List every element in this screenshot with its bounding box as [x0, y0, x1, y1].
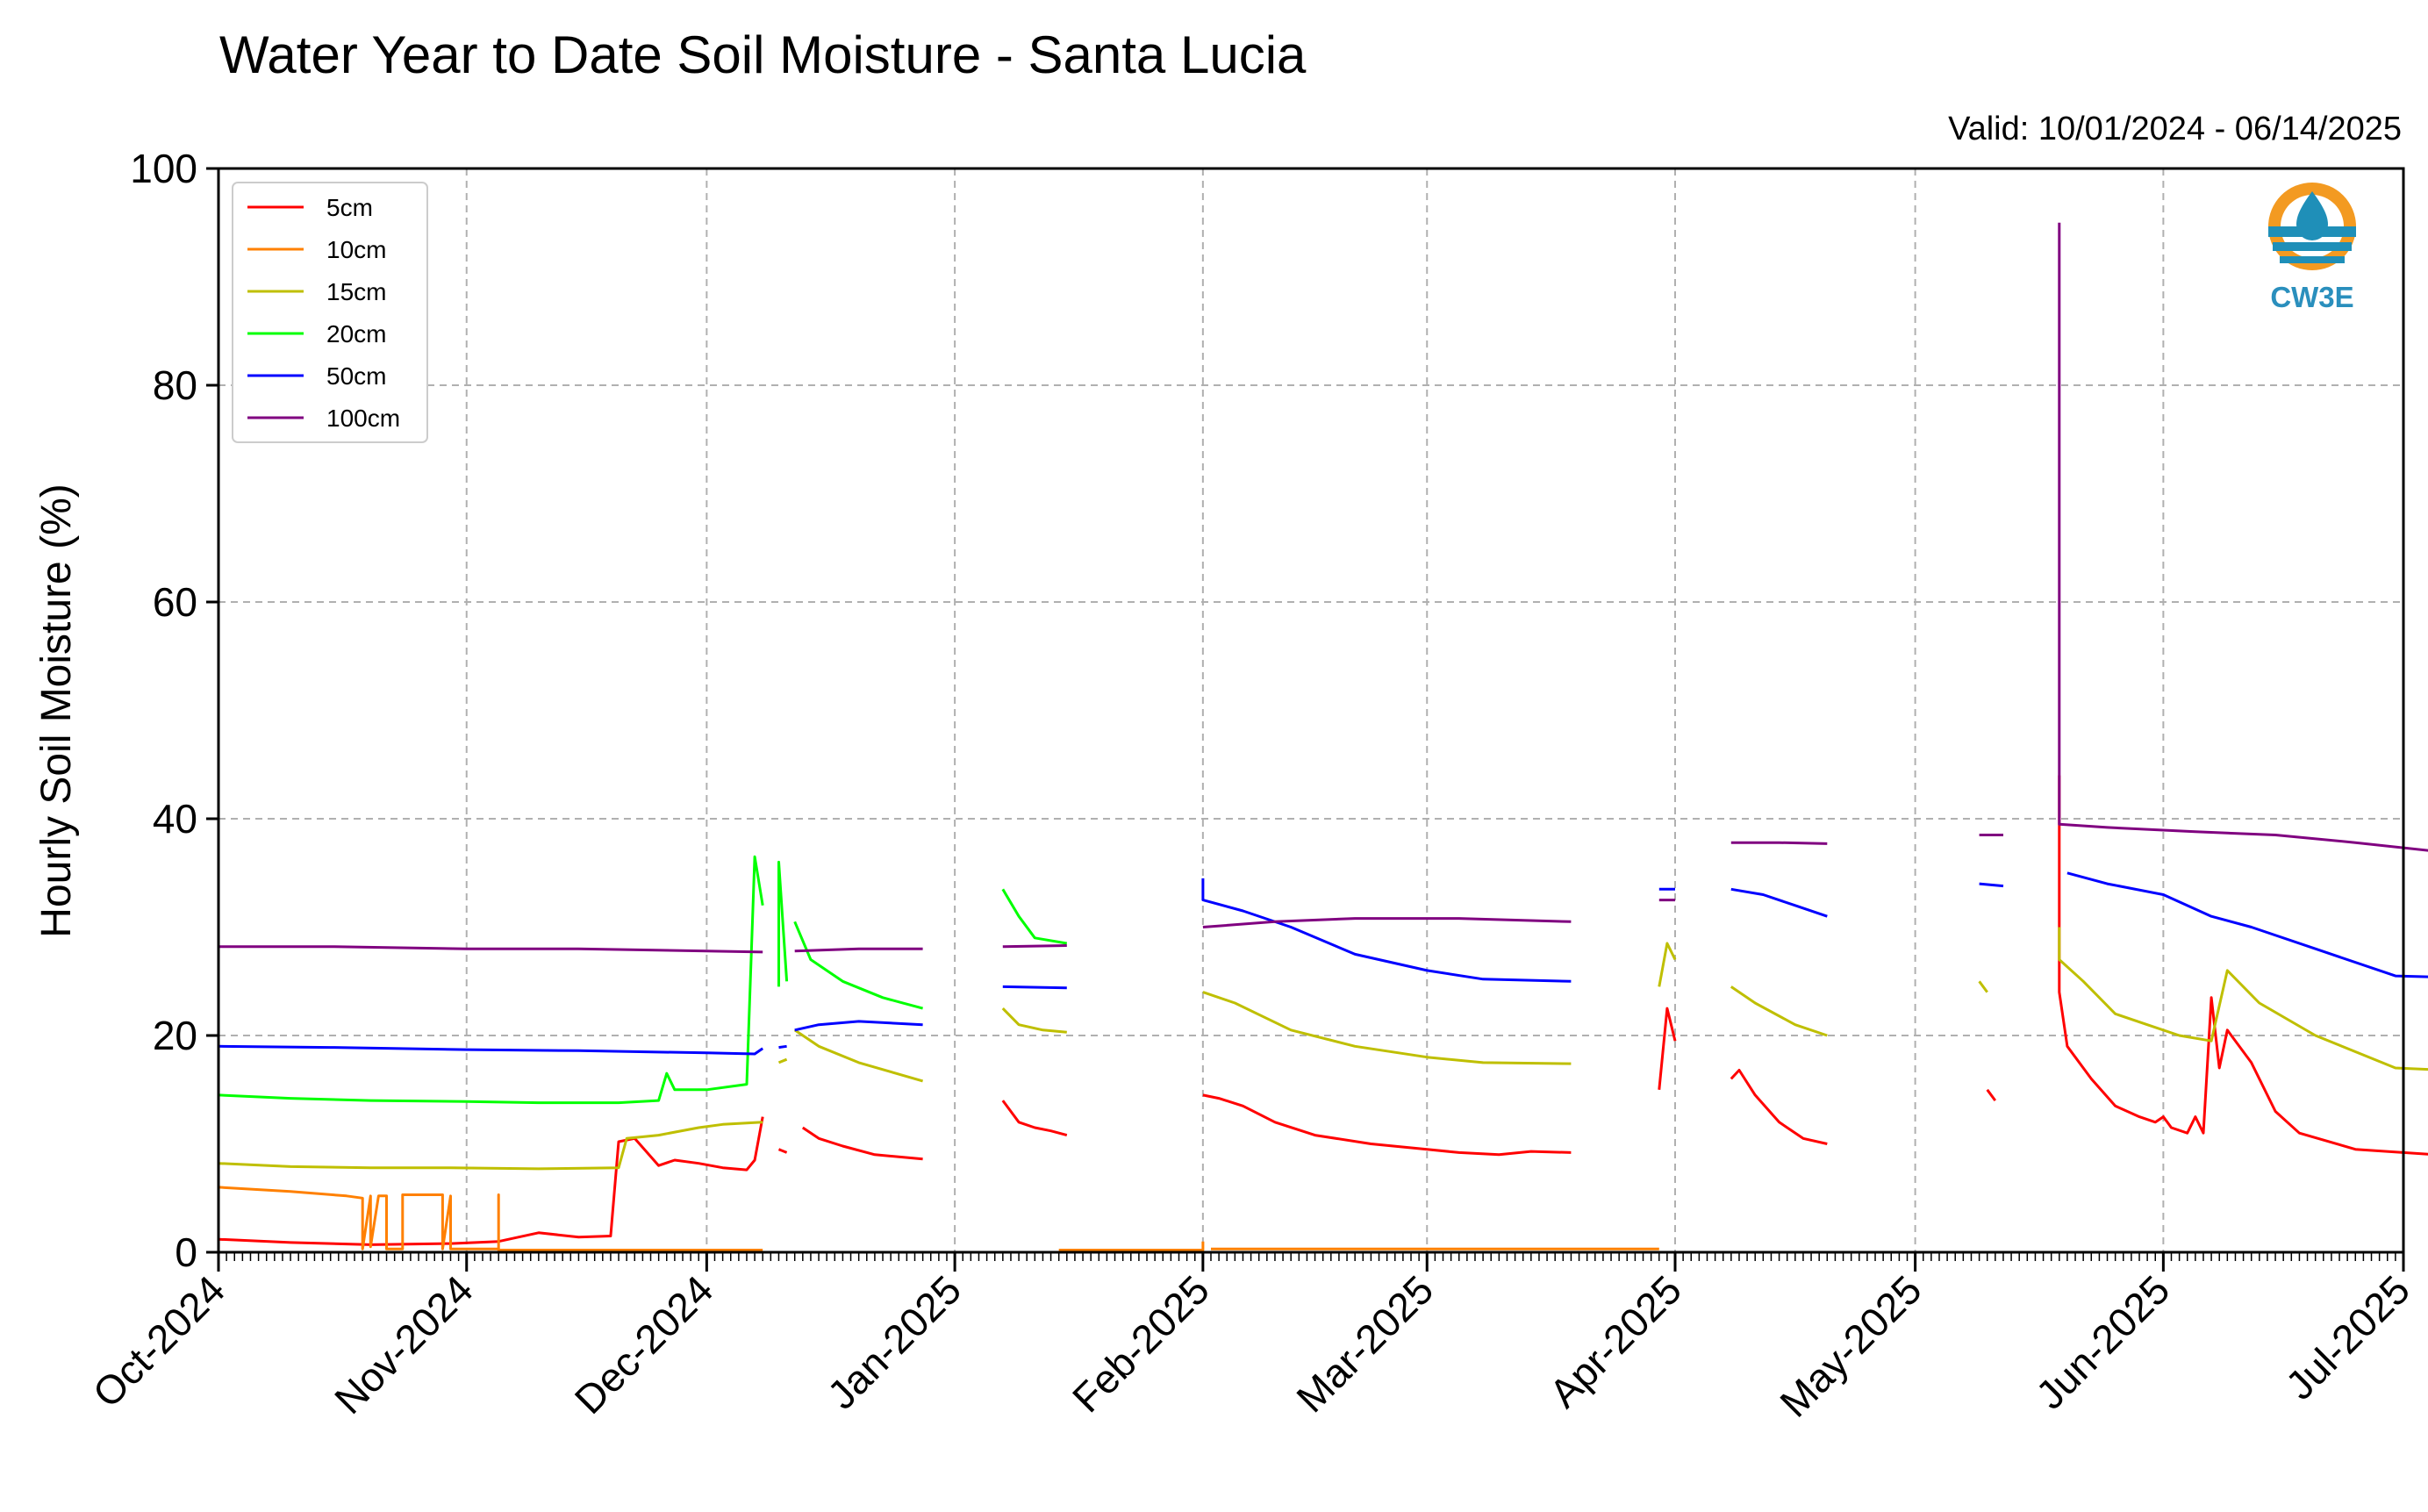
series-line-15cm	[1001, 1007, 1067, 1034]
x-tick-label: Jul-2025	[2277, 1266, 2419, 1408]
series-layer	[218, 222, 2428, 1251]
series-line-50cm	[794, 1020, 923, 1032]
axes-frame	[217, 167, 2405, 1254]
series-line-10cm	[1058, 1241, 1205, 1251]
x-tick-label: Jun-2025	[2027, 1266, 2178, 1417]
series-line-20cm	[1001, 888, 1068, 945]
series-line-15cm	[793, 1028, 924, 1083]
series-line-5cm	[2058, 775, 2428, 1156]
legend-label-100cm: 100cm	[326, 405, 400, 432]
logo-wave-icon-2	[2273, 242, 2352, 251]
series-line-50cm	[218, 1044, 764, 1056]
series-line-100cm	[218, 945, 763, 954]
series-line-5cm	[1658, 1007, 1677, 1090]
series-line-5cm	[1730, 1069, 1828, 1145]
series-100cm	[218, 222, 2428, 954]
logo-drop-icon	[2296, 191, 2328, 240]
y-tick-label: 0	[175, 1229, 197, 1275]
series-line-15cm	[1730, 985, 1828, 1037]
axis-ticks: 0 20 40 60 80 100 Oct-2024 Nov-2024 Dec-2024 Jan-…	[84, 146, 2419, 1426]
x-tick-label: Feb-2025	[1064, 1266, 1218, 1421]
series-line-100cm	[1002, 944, 1067, 949]
cw3e-logo: CW3E	[2268, 183, 2356, 313]
x-tick-label: Mar-2025	[1287, 1266, 1442, 1421]
x-tick-label: Oct-2024	[84, 1266, 234, 1416]
x-tick-label: Nov-2024	[326, 1266, 482, 1422]
y-tick-label: 20	[153, 1013, 197, 1058]
series-line-50cm	[2066, 871, 2428, 978]
series-line-15cm	[777, 1057, 788, 1064]
series-line-50cm	[1002, 985, 1067, 990]
series-50cm	[218, 871, 2428, 1056]
series-line-5cm	[801, 1126, 923, 1161]
legend: 5cm 10cm 15cm 20cm 50cm 100cm	[232, 182, 428, 443]
series-5cm	[218, 775, 2428, 1246]
x-tick-label: May-2025	[1771, 1266, 1930, 1425]
logo-text: CW3E	[2270, 281, 2353, 313]
series-line-20cm	[777, 860, 789, 987]
y-axis-label: Hourly Soil Moisture (%)	[33, 484, 80, 937]
series-line-50cm	[1979, 882, 2004, 888]
series-line-5cm	[218, 1116, 764, 1246]
series-line-100cm	[1202, 917, 1572, 928]
legend-label-50cm: 50cm	[326, 362, 386, 390]
series-line-10cm	[218, 1186, 763, 1251]
x-tick-label: Jan-2025	[819, 1266, 970, 1417]
series-line-5cm	[1986, 1088, 1997, 1101]
y-tick-label: 100	[130, 146, 197, 191]
series-line-15cm	[218, 1121, 763, 1171]
chart-subtitle: Valid: 10/01/2024 - 06/14/2025	[1948, 111, 2402, 147]
series-line-100cm	[794, 947, 923, 953]
x-tick-label: Dec-2024	[566, 1266, 722, 1422]
legend-label-20cm: 20cm	[326, 320, 386, 348]
series-20cm	[218, 855, 1068, 1105]
series-line-5cm	[1202, 1093, 1572, 1157]
logo-wave-icon-3	[2280, 256, 2345, 263]
legend-box	[232, 182, 428, 443]
legend-label-15cm: 15cm	[326, 278, 386, 305]
series-line-50cm	[1201, 878, 1572, 983]
series-line-5cm	[777, 1148, 788, 1154]
legend-label-10cm: 10cm	[326, 236, 386, 263]
series-line-15cm	[2058, 927, 2428, 1071]
series-line-50cm	[1730, 887, 1828, 918]
y-tick-label: 60	[153, 579, 197, 625]
legend-label-5cm: 5cm	[326, 194, 373, 221]
chart-title: Water Year to Date Soil Moisture - Santa…	[219, 25, 1307, 84]
series-line-15cm	[1658, 942, 1677, 987]
series-line-20cm	[218, 855, 764, 1105]
series-line-5cm	[1001, 1100, 1068, 1137]
series-15cm	[218, 927, 2428, 1171]
grid-lines	[218, 168, 2403, 1252]
series-line-100cm	[2058, 222, 2428, 852]
y-tick-label: 80	[153, 362, 197, 408]
series-line-15cm	[1202, 991, 1572, 1065]
series-line-20cm	[793, 921, 923, 1010]
series-line-100cm	[1730, 841, 1828, 845]
series-10cm	[218, 1186, 1659, 1251]
series-line-50cm	[778, 1044, 787, 1050]
y-tick-label: 40	[153, 796, 197, 842]
x-tick-label: Apr-2025	[1540, 1266, 1690, 1416]
series-line-15cm	[1978, 980, 1988, 993]
